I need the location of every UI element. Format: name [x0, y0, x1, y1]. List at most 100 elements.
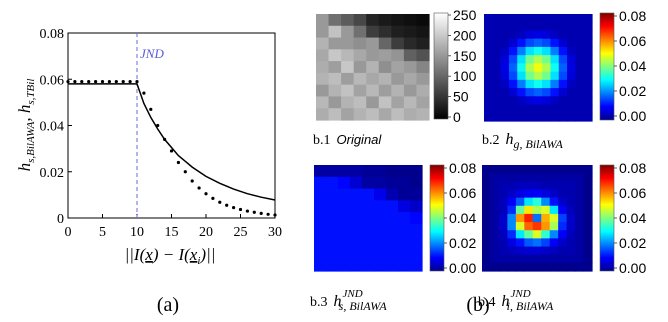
- heatmap-cell: [386, 176, 399, 190]
- heatmap-cell: [541, 262, 551, 272]
- heatmap-cell: [507, 173, 517, 182]
- heatmap-cell: [386, 212, 399, 225]
- heatmap-cell: [541, 222, 551, 231]
- heatmap-cell: [550, 14, 560, 23]
- heatmap-cell: [398, 223, 411, 237]
- heatmap-cell: [350, 212, 363, 225]
- heatmap-cell: [566, 213, 576, 223]
- heatmap-cell: [532, 165, 542, 174]
- heatmap-cell: [353, 61, 367, 74]
- heatmap-cell: [583, 55, 593, 64]
- heatmap-cell: [314, 235, 327, 249]
- heatmap-cell: [525, 46, 535, 56]
- heatmap-cell: [558, 213, 568, 223]
- heatmap-cell: [316, 37, 330, 50]
- heatmap-cell: [515, 230, 525, 239]
- heatmap-cell: [326, 200, 339, 213]
- heatmap-cell: [482, 254, 492, 264]
- heatmap-cell: [398, 247, 411, 260]
- heatmap-cell: [338, 165, 351, 178]
- heatmap-cell: [583, 63, 593, 73]
- colorbar-tick-label: 250: [453, 7, 477, 23]
- heatmap-cell: [374, 259, 387, 272]
- heatmap-cell: [517, 14, 527, 23]
- heatmap-cell: [524, 254, 534, 264]
- heatmap-cell: [567, 79, 576, 89]
- heatmap-cell: [484, 38, 493, 48]
- heatmap-cell: [533, 88, 543, 97]
- colorbar-tick-label: 0.06: [619, 33, 646, 49]
- heatmap-cell: [353, 84, 367, 98]
- heatmap-cell: [517, 96, 527, 106]
- heatmap-cell: [549, 165, 559, 174]
- colorbar-tick-label: 0.06: [449, 185, 476, 201]
- heatmap-cell: [508, 46, 518, 56]
- dotted-point: [121, 79, 125, 84]
- heatmap-cell: [374, 176, 387, 190]
- colorbar-ticks-b4: 0.08 0.06 0.04 0.02 0.00: [614, 160, 646, 276]
- heatmap-cell: [558, 262, 568, 272]
- heatmap-cell: [558, 230, 568, 239]
- x-tick-label: 25: [234, 225, 248, 240]
- heatmap-cell: [508, 88, 518, 97]
- heatmap-cell: [362, 235, 375, 249]
- heatmap-cell: [341, 37, 355, 50]
- heatmap-cell: [341, 14, 355, 27]
- heatmap-cell: [583, 46, 593, 56]
- heatmap-cell: [549, 246, 559, 256]
- heatmap-cell: [492, 96, 502, 106]
- heatmap-cell: [350, 200, 363, 213]
- heatmap-cell: [558, 79, 568, 89]
- heatmap-cell: [575, 213, 585, 223]
- dotted-point: [218, 200, 222, 204]
- heatmap-cell: [558, 63, 568, 73]
- heatmap-cell: [316, 84, 330, 98]
- heatmap-cell: [366, 108, 380, 121]
- panel-b: 250 200 150 100 50 0 b.1 Original 0.08 0.06 0.04…: [310, 7, 646, 313]
- colorbar-ticks-b2: 0.08 0.06 0.04 0.02 0.00: [614, 8, 646, 124]
- colorbar-tick-label: 0.02: [619, 235, 646, 251]
- heatmap-cell: [575, 262, 585, 272]
- heatmap-cell: [490, 213, 500, 223]
- heatmap-cell: [524, 181, 534, 191]
- heatmap-cell: [583, 14, 593, 23]
- panel-a-label: (a): [157, 294, 179, 316]
- heatmap-cell: [566, 222, 576, 231]
- heatmap-cell: [366, 96, 380, 109]
- heatmap-cell: [524, 238, 534, 248]
- heatmap-cell: [484, 63, 493, 73]
- heatmap-cell: [492, 104, 502, 114]
- y-ticks: 0 0.02 0.04 0.06 0.08: [40, 27, 72, 227]
- heatmap-cell: [353, 14, 367, 27]
- heatmap-cell: [378, 37, 392, 50]
- heatmap-cell: [341, 84, 355, 98]
- heatmap-cell: [507, 165, 517, 174]
- heatmap-cell: [524, 222, 534, 231]
- heatmap-cell: [386, 188, 399, 201]
- heatmap-cell: [558, 238, 568, 248]
- y-tick-label: 0.04: [40, 120, 65, 135]
- heatmap-cell: [386, 200, 399, 213]
- heatmap-cell: [542, 22, 552, 32]
- heatmap-cell: [416, 72, 430, 86]
- series-line-solid: [68, 83, 276, 201]
- heatmap-cell: [525, 14, 535, 23]
- heatmap-cell: [374, 188, 387, 201]
- heatmap-cell: [500, 112, 510, 122]
- heatmap-cell: [558, 222, 568, 231]
- heatmap-cell: [508, 38, 518, 48]
- heatmap-cell: [567, 38, 576, 48]
- heatmap-cell: [515, 181, 525, 191]
- y-axis-label: hs,BilAWA, hs,TBil: [15, 79, 37, 172]
- heatmap-cell: [541, 197, 551, 207]
- heatmap-cell: [575, 30, 585, 40]
- heatmap-cell: [482, 262, 492, 272]
- heatmap-cell: [484, 22, 493, 32]
- heatmap-cell: [378, 96, 392, 109]
- heatmap-cell: [533, 38, 543, 48]
- heatmap-cell: [575, 205, 585, 215]
- heatmap-cell: [550, 22, 560, 32]
- dotted-point: [197, 186, 201, 190]
- heatmap-cell: [314, 165, 327, 178]
- heatmap-cell: [541, 246, 551, 256]
